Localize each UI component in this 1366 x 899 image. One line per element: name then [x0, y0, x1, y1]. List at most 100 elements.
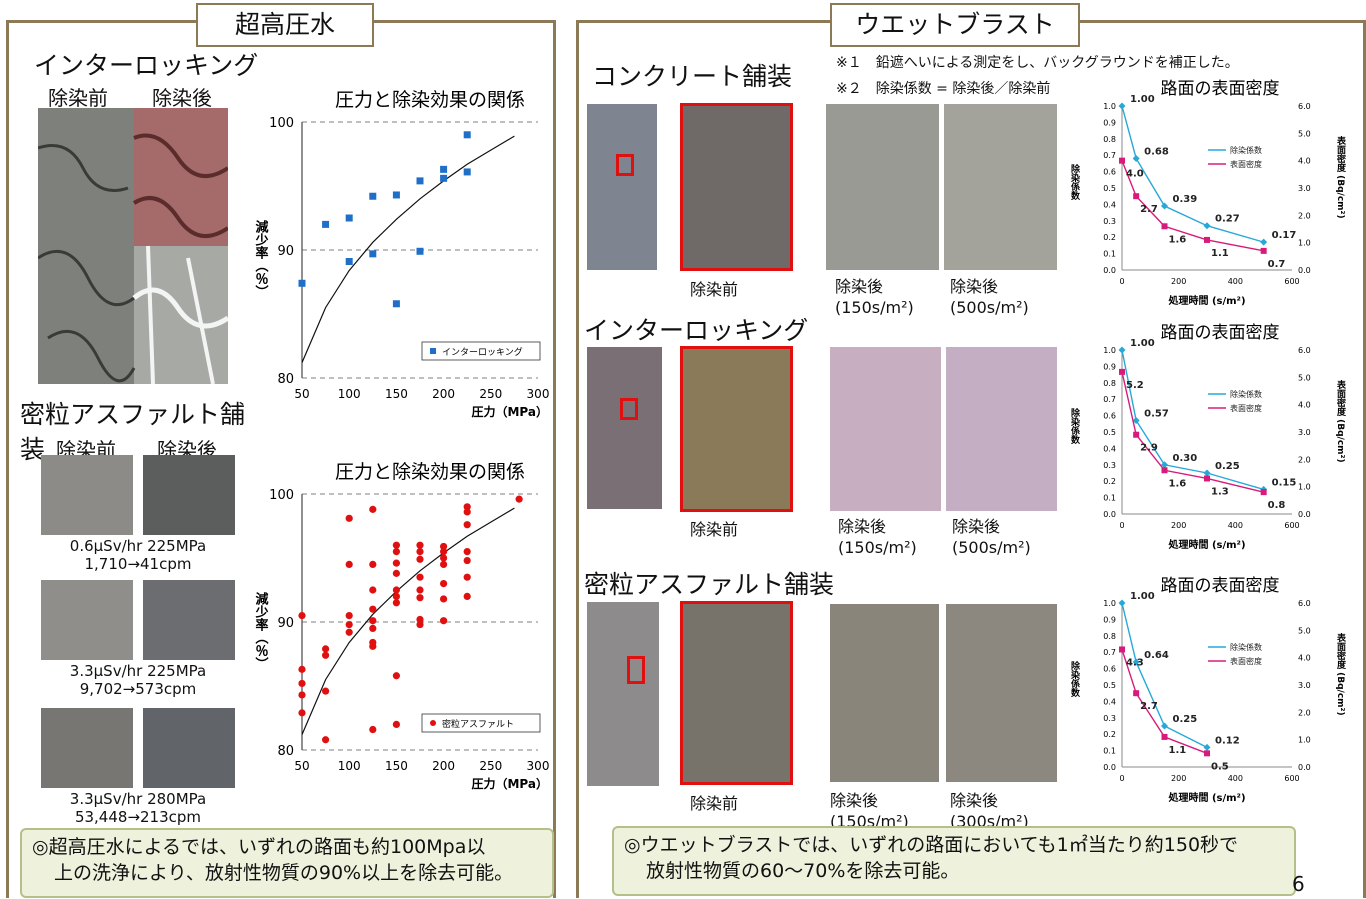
- data-point: [369, 605, 377, 613]
- sample-caption-3: 3.3μSv/hr 280MPa 53,448→213cpm: [38, 790, 238, 826]
- x-tick-label: 200: [432, 387, 455, 401]
- y-left-axis-label: 除染係数: [1069, 407, 1081, 445]
- asphalt-after-300-photo: [946, 604, 1057, 782]
- concrete-after-500-rate: (500s/m²): [950, 298, 1029, 317]
- data-point: [392, 720, 400, 728]
- interlocking-after-150-caption: 除染後 (150s/m²): [838, 516, 917, 558]
- asphalt-title: 密粒アスファルト舗: [20, 400, 246, 429]
- data-label: 0.25: [1215, 461, 1240, 472]
- data-label: 0.12: [1215, 735, 1240, 746]
- data-point: [298, 709, 306, 717]
- y-tick-label: 90: [277, 616, 294, 631]
- interlocking-after-500-rate: (500s/m²): [952, 538, 1031, 557]
- y-left-axis-label: 除染係数: [1069, 660, 1081, 698]
- data-label: 0.7: [1268, 259, 1286, 270]
- data-point: [345, 214, 353, 222]
- data-point: [298, 691, 306, 699]
- data-label: 1.3: [1211, 486, 1229, 497]
- y-right-tick-label: 1.0: [1298, 483, 1311, 492]
- asphalt-title-cont: 装: [20, 435, 46, 464]
- data-point: [1260, 489, 1267, 496]
- y-left-tick-label: 1.0: [1103, 102, 1116, 111]
- data-point: [392, 586, 400, 594]
- data-point: [392, 548, 400, 556]
- y-right-tick-label: 3.0: [1298, 428, 1311, 437]
- concrete-after-150-photo: [826, 104, 939, 270]
- data-point: [1118, 346, 1126, 354]
- data-point: [1161, 722, 1168, 730]
- data-point: [463, 131, 471, 139]
- x-tick-label: 100: [338, 387, 361, 401]
- concrete-zoom-marker: [616, 154, 634, 176]
- concrete-after-500-photo: [944, 104, 1057, 270]
- data-label: 0.25: [1173, 714, 1198, 725]
- asphalt-overview-photo: [587, 602, 659, 786]
- y-right-tick-label: 3.0: [1298, 681, 1311, 690]
- x-tick-label: 200: [1171, 774, 1186, 783]
- data-point: [440, 542, 448, 551]
- y-left-tick-label: 0.0: [1103, 763, 1116, 772]
- data-label: 2.7: [1140, 701, 1158, 712]
- wet-blast-tab: ウエットブラスト: [830, 3, 1080, 47]
- data-point: [1119, 157, 1125, 164]
- after-label: 除染後: [152, 86, 212, 110]
- data-point: [345, 258, 353, 266]
- data-label: 0.27: [1215, 214, 1240, 225]
- data-point: [322, 736, 330, 744]
- x-tick-label: 150: [385, 387, 408, 401]
- interlocking-after-150-photo: [830, 347, 941, 511]
- asphalt-before-caption: 除染前: [690, 794, 739, 813]
- interlocking-photo: [38, 108, 228, 384]
- data-point: [392, 191, 400, 199]
- data-label: 1.6: [1169, 478, 1187, 489]
- data-point: [416, 586, 424, 594]
- data-point: [440, 560, 448, 568]
- x-tick-label: 600: [1284, 774, 1299, 783]
- asphalt-after-photo-1: [143, 455, 235, 535]
- y-tick-label: 90: [277, 244, 294, 259]
- data-point: [463, 503, 471, 511]
- data-point: [392, 672, 400, 680]
- interlocking-after-150-label: 除染後: [838, 517, 887, 536]
- y-right-tick-label: 6.0: [1298, 346, 1311, 355]
- y-left-tick-label: 0.6: [1103, 168, 1116, 177]
- y-right-axis-label: 表面密度 (Bq/cm²): [1335, 632, 1347, 716]
- data-point: [369, 642, 377, 650]
- data-point: [298, 612, 306, 620]
- y-left-tick-label: 0.7: [1103, 151, 1116, 160]
- interlocking-before-closeup: [680, 346, 793, 512]
- y-right-tick-label: 5.0: [1298, 373, 1311, 382]
- y-left-tick-label: 0.0: [1103, 266, 1116, 275]
- data-point: [1132, 154, 1140, 162]
- asphalt-after-150-label: 除染後: [830, 791, 879, 810]
- data-point: [440, 548, 448, 556]
- y-right-tick-label: 3.0: [1298, 184, 1311, 193]
- sample-3-dose: 3.3μSv/hr 280MPa: [69, 790, 207, 808]
- data-label: 0.68: [1144, 146, 1169, 157]
- y-right-tick-label: 0.0: [1298, 763, 1311, 772]
- data-label: 4.0: [1126, 169, 1144, 180]
- y-left-tick-label: 0.3: [1103, 217, 1116, 226]
- y-left-tick-label: 0.5: [1103, 681, 1116, 690]
- x-axis-label: 圧力（MPa）: [471, 776, 548, 791]
- sample-1-dose: 0.6μSv/hr 225MPa: [69, 537, 207, 555]
- data-point: [369, 617, 377, 625]
- data-point: [1203, 222, 1211, 230]
- data-point: [392, 541, 400, 549]
- sample-caption-1: 0.6μSv/hr 225MPa 1,710→41cpm: [38, 537, 238, 573]
- data-label: 1.00: [1130, 591, 1155, 602]
- data-point: [392, 592, 400, 600]
- data-point: [322, 687, 330, 695]
- y-axis-label: 減少率（％）: [253, 591, 270, 670]
- y-right-tick-label: 0.0: [1298, 266, 1311, 275]
- concrete-title: コンクリート舗装: [592, 62, 793, 91]
- asphalt-after-150-photo: [830, 604, 939, 782]
- data-point: [416, 541, 424, 549]
- data-point: [345, 628, 353, 636]
- y-left-tick-label: 0.4: [1103, 444, 1116, 453]
- data-point: [369, 250, 377, 258]
- data-point: [369, 586, 377, 594]
- y-left-tick-label: 0.9: [1103, 118, 1116, 127]
- x-tick-label: 50: [294, 387, 309, 401]
- y-right-tick-label: 4.0: [1298, 654, 1311, 663]
